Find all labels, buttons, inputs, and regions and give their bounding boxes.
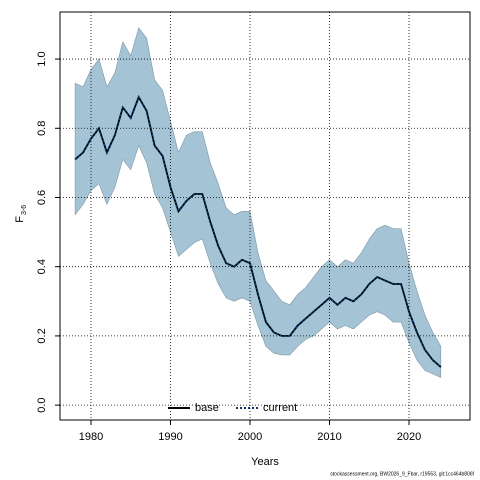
plot-frame [59, 11, 471, 421]
y-tick-label: 0.4 [36, 259, 48, 274]
y-axis-label: F 3-6 [14, 205, 28, 223]
legend-label: current [263, 402, 297, 414]
y-tick-label: 1.0 [36, 51, 48, 66]
x-tick-label: 1980 [79, 431, 103, 443]
footer: stockassessment.org, BW2026_9_Fbar, r195… [330, 471, 474, 477]
y-axis-label-main: F [14, 216, 26, 223]
y-axis-label-sub: 3-6 [21, 205, 28, 215]
x-tick-label: 2010 [317, 431, 341, 443]
confidence-band [74, 27, 442, 378]
y-tick-label: 0.6 [36, 190, 48, 205]
x-tick-label: 1990 [158, 431, 182, 443]
x-tick-label: 2000 [238, 431, 262, 443]
y-tick-label: 0.0 [36, 397, 48, 412]
line-series [74, 95, 442, 368]
y-tick-label: 0.8 [36, 121, 48, 136]
x-axis-label: Years [251, 456, 279, 468]
legend-label: base [195, 402, 219, 414]
x-tick-label: 2020 [397, 431, 421, 443]
y-tick-label: 0.2 [36, 328, 48, 343]
